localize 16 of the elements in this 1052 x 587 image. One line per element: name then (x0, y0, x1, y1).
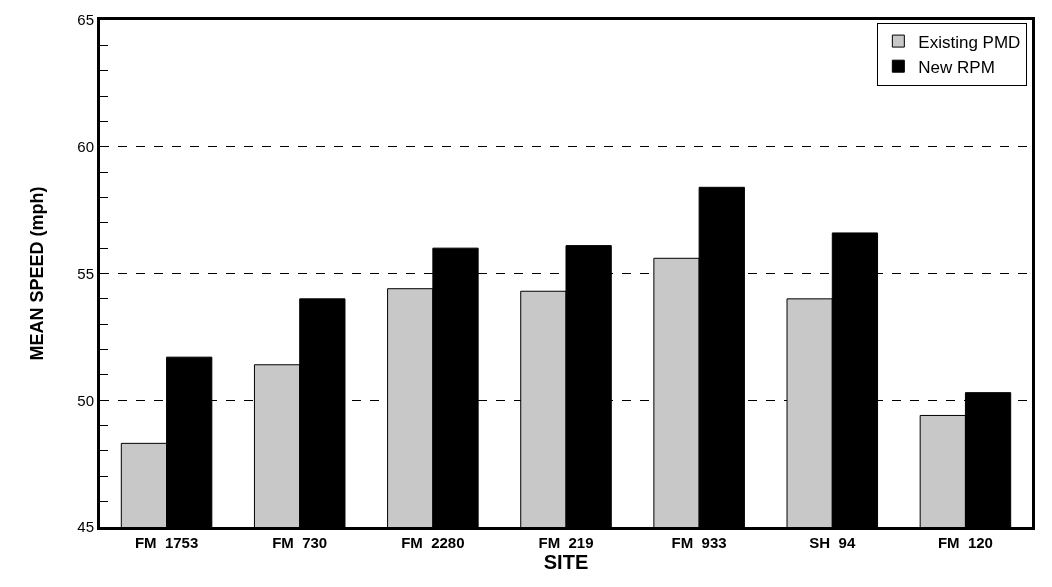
x-axis-title: SITE (543, 551, 589, 573)
y-axis-title: MEAN SPEED (mph) (26, 186, 47, 361)
x-tick-label: FM 2280 (401, 534, 465, 551)
y-tick-label: 55 (77, 264, 94, 282)
legend-label: Existing PMD (918, 32, 1021, 52)
y-tick-label: 45 (77, 518, 94, 536)
y-tick-label: 50 (77, 391, 94, 409)
x-tick-label: FM 219 (538, 534, 594, 551)
x-tick-label: FM 1753 (134, 534, 199, 551)
x-tick-label: SH 94 (809, 534, 856, 551)
legend-label: New RPM (918, 57, 995, 77)
y-tick-label: 60 (77, 138, 94, 155)
x-tick-label: FM 933 (671, 534, 727, 551)
x-tick-label: FM 120 (937, 534, 993, 551)
x-tick-label: FM 730 (272, 534, 328, 551)
y-tick-label: 65 (77, 11, 94, 29)
